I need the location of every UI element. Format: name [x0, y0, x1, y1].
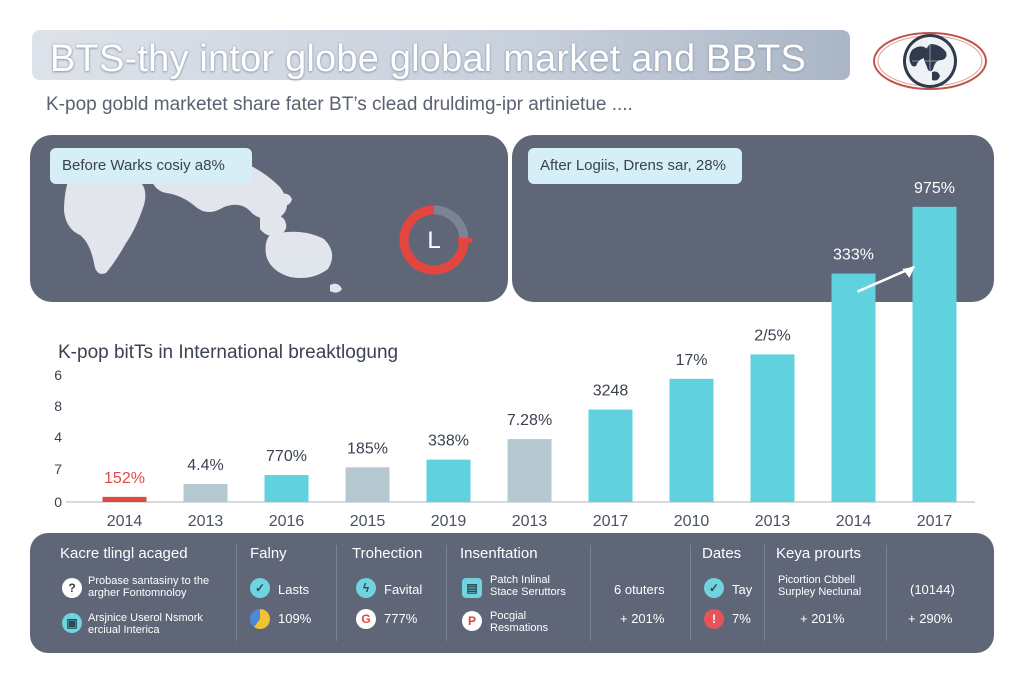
table-cell: Arsjnice Userol Nsmork: [88, 612, 203, 624]
table-cell: Picortion Cbbell: [778, 574, 856, 586]
pinterest-icon: P: [462, 611, 482, 631]
x-tick-label: 2017: [593, 513, 629, 530]
progress-gauge: L: [396, 202, 472, 278]
title-banner: [32, 30, 850, 80]
column-divider: [336, 545, 337, 641]
table-cell: + 290%: [908, 611, 953, 626]
before-label: Before Warks cosiy a8%: [50, 148, 252, 184]
column-divider: [690, 545, 691, 641]
document-icon: ▤: [462, 578, 482, 598]
table-cell: Surpley Neclunal: [778, 586, 862, 598]
y-tick-label: 8: [54, 398, 62, 414]
bar-value-label: 3248: [593, 383, 629, 400]
table-cell: Lasts: [278, 582, 310, 597]
table-header: Dates: [702, 545, 742, 562]
x-tick-label: 2015: [350, 513, 386, 530]
table-cell: argher Fontomnoloy: [88, 587, 187, 599]
column-divider: [236, 545, 237, 641]
table-cell: erciual Interica: [88, 624, 160, 636]
arrow-head: [902, 266, 915, 278]
x-tick-label: 2010: [674, 513, 710, 530]
y-tick-label: 6: [54, 367, 62, 383]
table-header: Trohection: [352, 545, 423, 562]
table-cell: + 201%: [800, 611, 845, 626]
bar-4: [426, 459, 471, 502]
x-tick-label: 2019: [431, 513, 467, 530]
table-header: Insenftation: [460, 545, 538, 562]
bar-value-label: 333%: [833, 247, 874, 264]
table-cell: (10144): [910, 582, 955, 597]
table-cell: Stace Seruttors: [490, 586, 566, 598]
alert-icon: !: [704, 609, 724, 629]
table-cell: + 201%: [620, 611, 665, 626]
info-icon: ?: [62, 578, 82, 598]
bar-8: [750, 354, 795, 502]
bar-value-label: 4.4%: [187, 457, 223, 474]
bar-value-label: 770%: [266, 448, 307, 465]
bar-3: [345, 467, 390, 502]
bar-value-label: 338%: [428, 433, 469, 450]
y-tick-label: 0: [54, 494, 62, 510]
bar-10: [912, 206, 957, 503]
x-tick-label: 2016: [269, 513, 305, 530]
table-cell: Resmations: [490, 622, 549, 634]
x-tick-label: 2013: [512, 513, 548, 530]
chart-title: K-pop bitTs in International breaktlogun…: [58, 342, 399, 363]
x-tick-label: 2014: [107, 513, 143, 530]
y-tick-label: 4: [54, 429, 62, 445]
table-cell: Favital: [384, 582, 423, 597]
bar-1: [183, 484, 228, 502]
summary-table: [30, 533, 994, 653]
bar-value-label: 185%: [347, 440, 388, 457]
table-cell: Patch Inlinal: [490, 574, 550, 586]
table-cell: Tay: [732, 582, 753, 597]
bolt-icon: ϟ: [356, 578, 376, 598]
google-icon: G: [356, 609, 376, 629]
check-icon: ✓: [250, 578, 270, 598]
table-cell: Probase santasiny to the: [88, 575, 210, 587]
table-header: Falny: [250, 545, 287, 562]
table-header: Keya prourts: [776, 545, 862, 562]
bar-6: [588, 409, 633, 502]
column-divider: [886, 545, 887, 641]
table-cell: Pocgial: [490, 610, 527, 622]
bar-value-label: 152%: [104, 470, 145, 487]
check-icon: ✓: [704, 578, 724, 598]
bar-9: [831, 273, 876, 502]
bar-chart: 6 8 4 7 0 152% 2014 4.4% 2013 770% 2016 185% 2015 338…: [54, 180, 975, 530]
x-tick-label: 2013: [188, 513, 224, 530]
x-tick-label: 2013: [755, 513, 791, 530]
network-icon: ▣: [62, 613, 82, 633]
globe-icon: [872, 28, 988, 94]
bar-value-label: 7.28%: [507, 412, 552, 429]
column-divider: [446, 545, 447, 641]
y-tick-label: 7: [54, 461, 62, 477]
bar-value-label: 17%: [675, 352, 707, 369]
gauge-letter: L: [427, 227, 440, 254]
bar-0: [102, 496, 147, 502]
bar-5: [507, 439, 552, 502]
page-subtitle: K-pop gobld marketet share fater BT’s cl…: [46, 94, 633, 115]
table-cell: 7%: [732, 611, 751, 626]
page-title: BTS-thy intor globe global market and BB…: [50, 38, 807, 80]
bar-7: [669, 378, 714, 502]
table-header: Kacre tlingl acaged: [60, 545, 188, 562]
table-cell: 109%: [278, 611, 312, 626]
column-divider: [764, 545, 765, 641]
bar-value-label: 975%: [914, 180, 955, 197]
x-tick-label: 2017: [917, 513, 953, 530]
table-cell: 6 otuters: [614, 582, 665, 597]
after-label: After Logiis, Drens sar, 28%: [528, 148, 742, 184]
table-cell: 777%: [384, 611, 418, 626]
bar-value-label: 2/5%: [754, 327, 790, 344]
pie-icon: [250, 609, 270, 629]
bar-2: [264, 475, 309, 502]
x-tick-label: 2014: [836, 513, 872, 530]
column-divider: [590, 545, 591, 641]
